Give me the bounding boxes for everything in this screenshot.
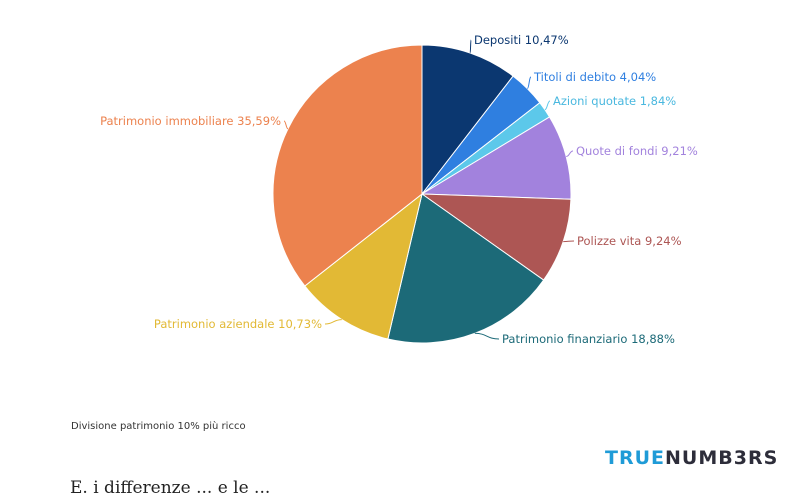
- connector-depositi: [469, 39, 472, 54]
- pie-slice-patrimonio-finanziario: [387, 193, 545, 344]
- slice-label-azioni-quotate: Azioni quotate 1,84%: [553, 94, 676, 108]
- pie-slice-patrimonio-immobiliare: [272, 44, 423, 287]
- pie-chart: Depositi 10,47% Titoli di debito 4,04% Azi…: [100, 33, 698, 346]
- slice-label-patrimonio-immobiliare: Patrimonio immobiliare 35,59%: [100, 114, 281, 128]
- connector-patrimonio-immobiliare: [283, 120, 289, 130]
- chart-caption: Divisione patrimonio 10% più ricco: [71, 421, 246, 432]
- connector-quote-di-fondi: [566, 150, 574, 157]
- connector-patrimonio-aziendale: [324, 319, 342, 325]
- slice-label-patrimonio-aziendale: Patrimonio aziendale 10,73%: [154, 317, 322, 331]
- pie-slice-patrimonio-aziendale: [304, 192, 423, 340]
- slice-label-polizze-vita: Polizze vita 9,24%: [577, 234, 682, 248]
- article-text-fragment: E. i differenze ... e le ...: [70, 478, 271, 498]
- brand-logo-part1: TRUE: [605, 447, 665, 469]
- connector-patrimonio-finanziario: [474, 332, 500, 340]
- slice-label-depositi: Depositi 10,47%: [474, 33, 569, 47]
- brand-logo: TRUENUMB3RS: [605, 447, 778, 469]
- connector-titoli-di-debito: [526, 76, 532, 90]
- slice-label-titoli-di-debito: Titoli di debito 4,04%: [533, 70, 656, 84]
- connector-azioni-quotate: [544, 100, 551, 111]
- slice-label-patrimonio-finanziario: Patrimonio finanziario 18,88%: [502, 332, 675, 346]
- pie-slice-quote-di-fondi: [420, 116, 572, 200]
- pie-slice-polizze-vita: [420, 193, 572, 281]
- connector-polizze-vita: [563, 240, 575, 243]
- brand-logo-part2: NUMB3RS: [665, 447, 779, 469]
- slice-label-quote-di-fondi: Quote di fondi 9,21%: [576, 144, 698, 158]
